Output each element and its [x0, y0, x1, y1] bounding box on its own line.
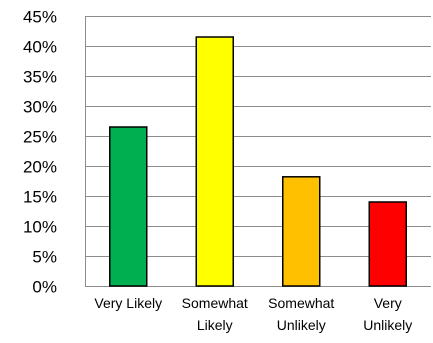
y-tick-label: 10% [23, 218, 57, 237]
x-category-label-line: Likely [197, 317, 233, 333]
bar-very-unlikely [368, 201, 407, 287]
bar-very-likely [109, 126, 148, 287]
x-axis-category-labels: Very Likely Somewhat Likely Somewhat Unlikel… [94, 295, 412, 333]
x-category-label-line: Unlikely [363, 317, 412, 333]
x-category-label-line: Very Likely [94, 295, 162, 311]
y-tick-label: 5% [32, 248, 57, 267]
y-tick-label: 25% [23, 128, 57, 147]
y-tick-label: 15% [23, 188, 57, 207]
x-category-label-line: Very [374, 295, 402, 311]
x-category-label-line: Somewhat [268, 295, 334, 311]
x-category-label: Very Likely [94, 295, 162, 311]
y-tick-label: 35% [23, 68, 57, 87]
x-category-label: Somewhat Likely [182, 295, 248, 333]
bar-somewhat-unlikely [282, 176, 321, 287]
y-tick-label: 45% [23, 8, 57, 27]
y-tick-label: 30% [23, 98, 57, 117]
x-category-label-line: Unlikely [277, 317, 326, 333]
bars [109, 36, 407, 287]
x-category-label-line: Somewhat [182, 295, 248, 311]
bar-somewhat-likely [195, 36, 234, 287]
x-category-label: Very Unlikely [363, 295, 412, 333]
y-tick-label: 40% [23, 38, 57, 57]
y-tick-label: 0% [32, 278, 57, 297]
y-tick-label: 20% [23, 158, 57, 177]
y-axis-tick-labels: 0% 5% 10% 15% 20% 25% 30% 35% 40% 45% [23, 8, 57, 297]
x-category-label: Somewhat Unlikely [268, 295, 334, 333]
